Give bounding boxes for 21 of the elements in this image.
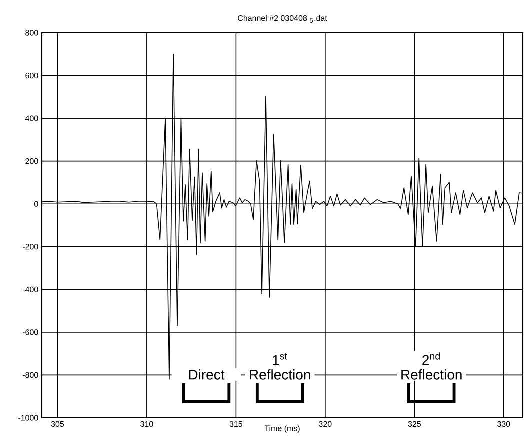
- y-tick-label: -800: [22, 372, 38, 378]
- x-tick-label: 315: [230, 421, 243, 428]
- annotation: Direct: [189, 370, 225, 380]
- x-tick-label: 320: [319, 421, 332, 428]
- annotation: 2$^{nd}$ Reflection: [402, 352, 462, 380]
- y-tick-label: 400: [25, 116, 38, 122]
- x-tick-label: 330: [498, 421, 510, 428]
- y-tick-label: -200: [22, 244, 38, 250]
- y-tick-label: -400: [22, 286, 38, 292]
- x-tick-label: 305: [51, 421, 64, 428]
- x-tick-label: 310: [140, 421, 154, 428]
- y-tick-label: 0: [34, 201, 38, 207]
- annotation: 1$^{st}$ Reflection: [250, 353, 310, 380]
- y-tick-label: 800: [26, 30, 38, 36]
- y-tick-label: 600: [26, 72, 38, 79]
- chart-title: Channel #2 030408 $_{5}$.dat: [238, 15, 328, 23]
- y-tick-label: -1000: [18, 415, 38, 421]
- y-tick-label: -600: [22, 330, 38, 336]
- x-tick-label: 325: [408, 421, 422, 428]
- y-tick-label: 200: [26, 158, 38, 164]
- x-axis-title: Time (ms): [264, 426, 300, 433]
